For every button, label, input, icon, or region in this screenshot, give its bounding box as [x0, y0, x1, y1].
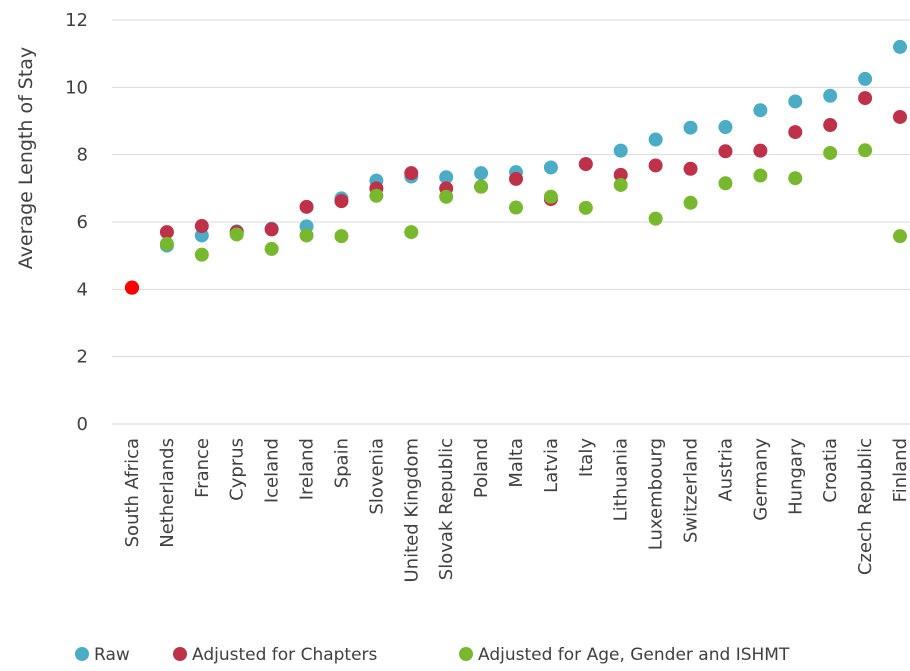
- point-series-3-cyprus: [229, 227, 244, 242]
- point-series-3-south-africa: [125, 280, 139, 295]
- x-tick-label: Slovenia: [366, 438, 387, 515]
- point-series-1-poland: [474, 166, 489, 181]
- point-series-3-croatia: [823, 145, 838, 160]
- x-tick-label: Ireland: [297, 438, 318, 500]
- y-tick-label: 8: [77, 145, 88, 166]
- y-tick-labels: 0 2 4 6 8 10 12: [65, 10, 88, 435]
- point-series-3-spain: [334, 229, 349, 244]
- point-series-2-italy: [578, 157, 593, 172]
- legend-label-2: Adjusted for Chapters: [192, 645, 378, 665]
- x-tick-label: Germany: [750, 438, 771, 521]
- legend-marker-3: [459, 647, 473, 661]
- point-series-3-lithuania: [613, 177, 628, 192]
- point-series-3-netherlands: [159, 236, 174, 251]
- legend: Raw Adjusted for Chapters Adjusted for Age…: [75, 645, 790, 665]
- x-tick-label: Iceland: [262, 438, 283, 503]
- x-tick-label: Hungary: [785, 438, 806, 515]
- point-series-2-ireland: [299, 199, 314, 214]
- point-series-2-france: [194, 219, 209, 234]
- point-series-3-slovenia: [369, 188, 384, 203]
- point-series-2-finland: [893, 109, 907, 124]
- point-series-2-lithuania: [613, 167, 628, 182]
- x-tick-labels: South Africa Netherlands France Cyprus Icela…: [122, 438, 910, 583]
- point-series-2-hungary: [788, 125, 803, 140]
- point-series-2-switzerland: [683, 161, 698, 176]
- point-series-2-united-kingdom: [404, 166, 419, 181]
- x-tick-label: Netherlands: [157, 438, 178, 548]
- point-series-3-slovak-republic: [439, 189, 454, 204]
- x-tick-label: Malta: [506, 438, 527, 488]
- data-points: [125, 39, 907, 295]
- point-series-1-latvia: [543, 160, 558, 175]
- point-series-1-czech-republic: [858, 71, 873, 86]
- point-series-2-spain: [334, 194, 349, 209]
- point-series-2-germany: [753, 143, 768, 158]
- point-series-3-ireland: [299, 228, 314, 243]
- x-tick-label: Poland: [471, 438, 492, 498]
- y-tick-label: 0: [77, 414, 88, 435]
- legend-marker-1: [75, 647, 89, 661]
- point-series-2-austria: [718, 144, 733, 159]
- point-series-1-lithuania: [613, 143, 628, 158]
- legend-marker-2: [173, 647, 187, 661]
- x-tick-label: Slovak Republic: [436, 438, 457, 580]
- point-series-3-luxembourg: [648, 211, 663, 226]
- point-series-1-hungary: [788, 94, 803, 109]
- y-axis-label: Average Length of Stay: [15, 47, 37, 269]
- x-tick-label: Spain: [331, 438, 352, 488]
- y-tick-label: 12: [65, 10, 88, 31]
- point-series-3-switzerland: [683, 195, 698, 210]
- point-series-1-austria: [718, 120, 733, 135]
- x-tick-label: United Kingdom: [401, 438, 422, 582]
- point-series-2-croatia: [823, 118, 838, 133]
- point-series-1-switzerland: [683, 120, 698, 135]
- point-series-2-netherlands: [159, 225, 174, 240]
- legend-label-3: Adjusted for Age, Gender and ISHMT: [478, 645, 790, 665]
- point-series-3-poland: [474, 179, 489, 194]
- x-tick-label: France: [192, 438, 213, 498]
- x-tick-label: Lithuania: [611, 438, 632, 521]
- point-series-1-luxembourg: [648, 132, 663, 147]
- point-series-1-slovak-republic: [439, 170, 454, 185]
- point-series-3-czech-republic: [858, 143, 873, 158]
- point-series-3-italy: [578, 200, 593, 215]
- x-tick-label: Czech Republic: [855, 438, 876, 575]
- point-series-2-luxembourg: [648, 158, 663, 173]
- point-series-3-germany: [753, 168, 768, 183]
- point-series-3-latvia: [543, 189, 558, 204]
- point-series-2-czech-republic: [858, 91, 873, 106]
- point-series-3-united-kingdom: [404, 225, 419, 240]
- point-series-2-malta: [509, 171, 523, 186]
- point-series-1-croatia: [823, 88, 838, 103]
- y-tick-label: 10: [65, 77, 88, 98]
- x-tick-label: South Africa: [122, 438, 143, 547]
- x-tick-label: Cyprus: [227, 438, 248, 501]
- y-tick-label: 4: [77, 279, 88, 300]
- gridlines: [112, 19, 910, 425]
- point-series-3-hungary: [788, 171, 803, 186]
- x-tick-label: Finland: [890, 438, 910, 502]
- point-series-1-germany: [753, 103, 768, 118]
- x-tick-label: Austria: [715, 438, 736, 502]
- point-series-3-iceland: [264, 241, 279, 256]
- y-tick-label: 2: [77, 347, 88, 368]
- point-series-3-malta: [509, 200, 523, 215]
- legend-label-1: Raw: [94, 645, 130, 665]
- x-tick-label: Latvia: [541, 438, 562, 493]
- x-tick-label: Luxembourg: [646, 438, 667, 550]
- point-series-2-iceland: [264, 222, 279, 237]
- point-series-3-france: [194, 247, 209, 262]
- point-series-3-austria: [718, 176, 733, 191]
- point-series-1-finland: [893, 39, 907, 54]
- x-tick-label: Croatia: [820, 438, 841, 503]
- y-tick-label: 6: [77, 212, 88, 233]
- x-tick-label: Switzerland: [681, 438, 702, 543]
- point-series-3-finland: [893, 229, 907, 244]
- x-tick-label: Italy: [576, 438, 597, 477]
